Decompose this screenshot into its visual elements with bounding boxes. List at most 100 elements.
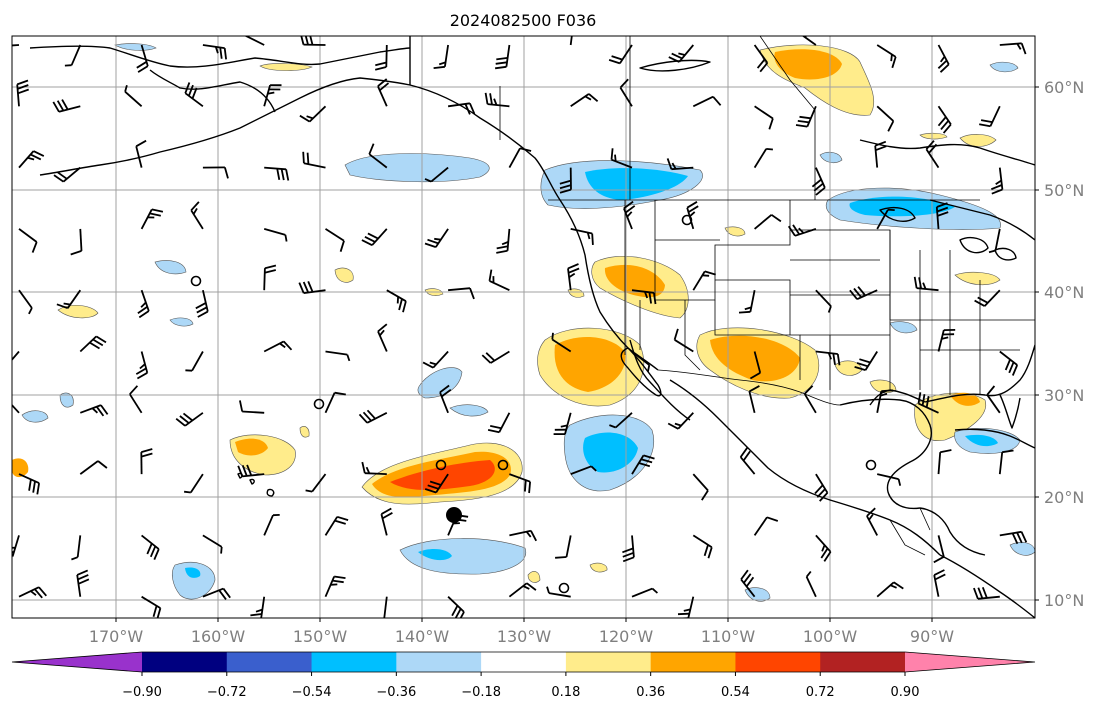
wind-barb bbox=[739, 447, 756, 475]
wind-barb bbox=[488, 269, 510, 292]
wind-barb bbox=[190, 201, 204, 230]
wind-barb bbox=[175, 412, 204, 427]
wind-barb bbox=[925, 140, 940, 169]
wind-barb bbox=[324, 575, 346, 598]
wind-barb bbox=[937, 44, 950, 73]
wind-barb bbox=[184, 82, 204, 108]
political-borders bbox=[409, 36, 1035, 556]
lon-label: 170°W bbox=[89, 627, 144, 646]
wind-barb bbox=[738, 290, 756, 314]
colorbar bbox=[11, 651, 1036, 673]
wind-barb bbox=[937, 105, 952, 134]
wind-barb bbox=[183, 473, 204, 494]
lon-label: 100°W bbox=[803, 627, 858, 646]
longitude-labels: 170°W 160°W 150°W 140°W 130°W 120°W 110°… bbox=[89, 627, 954, 646]
wind-barb bbox=[608, 44, 633, 65]
wind-barb bbox=[815, 350, 841, 366]
wind-barb bbox=[135, 351, 149, 380]
wind-barb bbox=[814, 473, 829, 502]
wind-barb bbox=[481, 350, 510, 364]
wind-barb bbox=[129, 385, 143, 414]
lat-label: 60°N bbox=[1044, 78, 1084, 97]
wind-barb bbox=[749, 351, 762, 380]
lat-lon-grid bbox=[12, 36, 1035, 618]
wind-barb bbox=[484, 92, 510, 108]
wind-barb bbox=[876, 581, 904, 598]
wind-barb bbox=[324, 391, 346, 414]
wind-barb bbox=[374, 44, 388, 71]
wind-barb bbox=[76, 569, 90, 597]
lon-label: 120°W bbox=[599, 627, 654, 646]
wind-barb bbox=[141, 595, 162, 618]
wind-barb bbox=[18, 228, 38, 253]
wind-barb bbox=[263, 264, 277, 291]
wind-barb bbox=[18, 586, 47, 599]
wind-barb bbox=[135, 139, 147, 168]
wind-barb bbox=[358, 409, 388, 424]
colorbar-tick-label: −0.72 bbox=[207, 685, 247, 700]
wind-barb bbox=[866, 507, 878, 536]
wind-barb bbox=[244, 36, 265, 46]
wind-barb bbox=[300, 36, 326, 46]
wind-barb bbox=[263, 84, 282, 107]
wind-barb bbox=[631, 587, 658, 598]
wind-barb bbox=[140, 448, 153, 475]
wind-barb bbox=[263, 228, 288, 242]
wind-barb bbox=[753, 148, 773, 169]
wind-barb bbox=[740, 569, 756, 598]
coastlines bbox=[29, 36, 1035, 618]
wind-barb bbox=[676, 596, 695, 618]
lon-label: 160°W bbox=[191, 627, 246, 646]
colorbar-tick-label: 0.54 bbox=[721, 685, 750, 700]
colorbar-segment bbox=[565, 652, 652, 672]
wind-barb bbox=[79, 404, 109, 417]
wind-barb bbox=[692, 270, 716, 291]
lon-label: 150°W bbox=[293, 627, 348, 646]
wind-barb bbox=[508, 582, 537, 598]
wind-barb bbox=[325, 228, 345, 252]
wind-barb bbox=[53, 166, 81, 183]
wind-barb bbox=[849, 286, 878, 301]
wind-barb bbox=[263, 514, 280, 536]
wind-barb bbox=[325, 350, 351, 362]
lon-label: 140°W bbox=[395, 627, 450, 646]
wind-barb bbox=[623, 200, 636, 230]
wind-barb bbox=[815, 289, 832, 313]
wind-barb bbox=[811, 167, 826, 196]
wind-barb bbox=[609, 412, 633, 429]
wind-barb bbox=[52, 99, 81, 113]
wind-barb bbox=[673, 328, 694, 353]
wind-barb bbox=[935, 202, 949, 229]
wind-barb bbox=[299, 105, 327, 123]
wind-barb bbox=[567, 263, 580, 291]
wind-barb bbox=[999, 530, 1028, 545]
wind-barb bbox=[805, 570, 817, 598]
colorbar-extend-max bbox=[905, 652, 1035, 672]
wind-barb bbox=[803, 385, 817, 414]
wind-barb bbox=[622, 535, 635, 563]
colorbar-segment bbox=[142, 652, 228, 672]
wind-barb bbox=[876, 473, 902, 486]
wind-barb bbox=[876, 44, 897, 69]
wind-barb bbox=[12, 535, 20, 558]
wind-barb bbox=[202, 44, 227, 60]
wind-barb bbox=[494, 44, 511, 70]
wind-barb bbox=[988, 228, 1001, 254]
wind-barb bbox=[876, 208, 895, 230]
wind-barb bbox=[937, 449, 952, 475]
wind-barb bbox=[18, 473, 40, 495]
wind-barb bbox=[386, 289, 407, 313]
wind-barb bbox=[433, 44, 449, 69]
colorbar-segment bbox=[820, 652, 906, 672]
wind-barb bbox=[439, 384, 452, 414]
lon-label: 130°W bbox=[497, 627, 552, 646]
wind-barb bbox=[551, 332, 572, 353]
wind-barb bbox=[619, 78, 633, 107]
lat-label: 30°N bbox=[1044, 386, 1084, 405]
wind-barb bbox=[487, 412, 511, 434]
wind-barb bbox=[610, 148, 633, 169]
colorbar-segment bbox=[311, 652, 397, 672]
wind-barb bbox=[933, 569, 946, 597]
lat-label: 50°N bbox=[1044, 181, 1084, 200]
wind-barb bbox=[559, 167, 572, 194]
